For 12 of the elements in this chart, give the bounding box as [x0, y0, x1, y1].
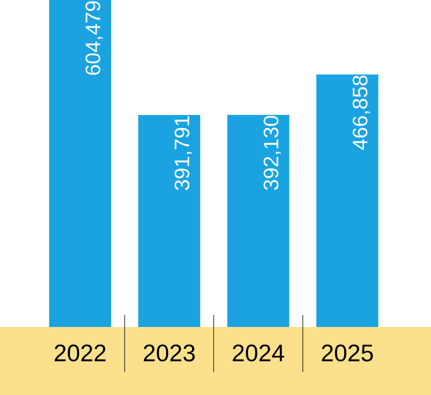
bar [316, 74, 378, 327]
bar [49, 0, 112, 327]
bar [138, 115, 200, 327]
x-tick-label: 2023 [144, 344, 195, 362]
x-tick-label: 2024 [232, 344, 284, 362]
data-label: 604,479 [86, 1, 103, 75]
bar [227, 114, 290, 327]
data-label: 466,858 [352, 76, 370, 150]
data-label: 392,130 [264, 116, 281, 190]
x-tick-label: 2025 [322, 344, 373, 362]
data-label: 391,791 [174, 116, 192, 190]
x-tick-label: 2022 [54, 344, 106, 362]
